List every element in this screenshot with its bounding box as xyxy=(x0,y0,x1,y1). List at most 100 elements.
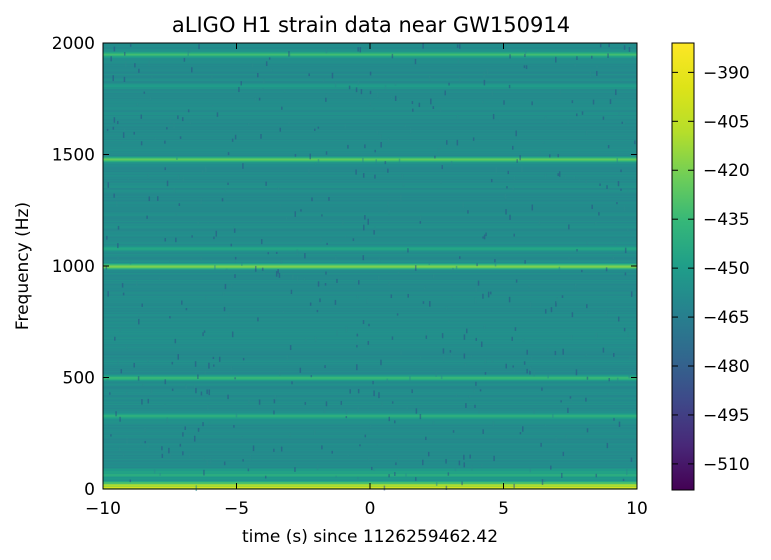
heatmap-row xyxy=(103,178,637,181)
heatmap-row xyxy=(103,346,637,348)
heatmap-row xyxy=(103,182,637,184)
heatmap-speckle xyxy=(374,149,376,153)
heatmap-speckle xyxy=(599,44,602,48)
heatmap-row xyxy=(103,76,637,78)
heatmap-speckle xyxy=(129,261,132,265)
heatmap-row xyxy=(103,162,637,165)
heatmap-row xyxy=(103,409,637,412)
heatmap-row xyxy=(103,265,637,267)
heatmap-row xyxy=(103,283,637,286)
heatmap-speckle xyxy=(357,79,360,86)
heatmap-row xyxy=(103,173,637,175)
heatmap-speckle xyxy=(294,467,296,472)
heatmap-row xyxy=(103,268,637,271)
heatmap-row xyxy=(103,391,637,394)
heatmap-speckle xyxy=(233,425,235,428)
heatmap-speckle xyxy=(119,141,122,144)
heatmap-row xyxy=(103,94,637,97)
heatmap-speckle xyxy=(304,401,307,405)
heatmap-speckle xyxy=(585,130,588,136)
heatmap-row xyxy=(103,176,637,179)
heatmap-speckle xyxy=(187,109,190,113)
heatmap-row xyxy=(103,478,637,480)
heatmap-row xyxy=(103,396,637,398)
heatmap-row xyxy=(103,340,637,342)
heatmap-row xyxy=(103,226,637,229)
heatmap-row xyxy=(103,356,637,358)
heatmap-speckle xyxy=(618,112,620,116)
heatmap-speckle xyxy=(126,135,128,140)
heatmap-row xyxy=(103,356,637,359)
heatmap-speckle xyxy=(182,432,184,437)
heatmap-speckle xyxy=(607,393,609,396)
heatmap-speckle xyxy=(234,256,237,260)
heatmap-row xyxy=(103,152,637,155)
heatmap-speckle xyxy=(169,316,171,319)
heatmap-speckle xyxy=(407,293,409,298)
heatmap-speckle xyxy=(277,269,279,274)
heatmap-row xyxy=(103,248,637,250)
heatmap-speckle xyxy=(282,272,285,276)
heatmap-speckle xyxy=(627,190,629,194)
heatmap-speckle xyxy=(292,274,294,280)
heatmap-speckle xyxy=(622,478,625,481)
heatmap-speckle xyxy=(141,399,143,405)
heatmap-row xyxy=(103,88,637,90)
heatmap-speckle xyxy=(380,134,382,140)
heatmap-row xyxy=(103,55,637,57)
heatmap-speckle xyxy=(373,390,375,397)
heatmap-row xyxy=(103,129,637,132)
heatmap-speckle xyxy=(331,450,333,454)
heatmap-speckle xyxy=(525,65,528,70)
heatmap-row xyxy=(103,373,637,376)
heatmap-speckle xyxy=(432,106,435,109)
heatmap-speckle xyxy=(345,410,348,415)
heatmap-speckle xyxy=(419,356,422,359)
heatmap-row xyxy=(103,298,637,300)
heatmap-speckle xyxy=(565,434,567,439)
heatmap-row xyxy=(103,137,637,140)
heatmap-speckle xyxy=(323,409,326,414)
heatmap-speckle xyxy=(242,163,244,169)
heatmap-speckle xyxy=(380,142,382,148)
heatmap-row xyxy=(103,286,637,289)
heatmap-row xyxy=(103,58,637,60)
heatmap-row xyxy=(103,64,637,66)
heatmap-row xyxy=(103,322,637,324)
heatmap-speckle xyxy=(607,188,610,194)
heatmap-speckle xyxy=(342,219,344,226)
heatmap-row xyxy=(103,180,637,182)
x-tick-label: −10 xyxy=(85,499,121,519)
heatmap-speckle xyxy=(311,197,313,202)
heatmap-row xyxy=(103,220,637,222)
heatmap-speckle xyxy=(596,65,598,69)
heatmap-speckle xyxy=(147,398,150,404)
heatmap-speckle xyxy=(308,168,310,174)
heatmap-speckle xyxy=(564,174,566,179)
heatmap-speckle xyxy=(360,89,363,95)
heatmap-speckle xyxy=(463,454,465,460)
heatmap-speckle xyxy=(544,309,547,314)
heatmap-speckle xyxy=(278,272,281,278)
heatmap-row xyxy=(103,331,637,333)
heatmap-row xyxy=(103,457,637,460)
heatmap-row xyxy=(103,310,637,313)
x-tick-label: −5 xyxy=(224,499,249,519)
heatmap-speckle xyxy=(455,265,458,269)
heatmap-speckle xyxy=(110,434,112,437)
heatmap-speckle xyxy=(148,60,150,66)
heatmap-speckle xyxy=(483,79,486,86)
heatmap-speckle xyxy=(422,43,424,49)
heatmap-row xyxy=(103,285,637,288)
heatmap-row xyxy=(103,179,637,181)
heatmap-row xyxy=(103,378,637,380)
heatmap-row xyxy=(103,139,637,141)
heatmap-row xyxy=(103,341,637,344)
heatmap-row xyxy=(103,469,637,471)
heatmap-row xyxy=(103,212,637,214)
heatmap-row xyxy=(103,234,637,237)
heatmap-row xyxy=(103,333,637,336)
heatmap-speckle xyxy=(127,177,129,181)
heatmap-speckle xyxy=(221,198,224,202)
heatmap-speckle xyxy=(238,86,240,93)
